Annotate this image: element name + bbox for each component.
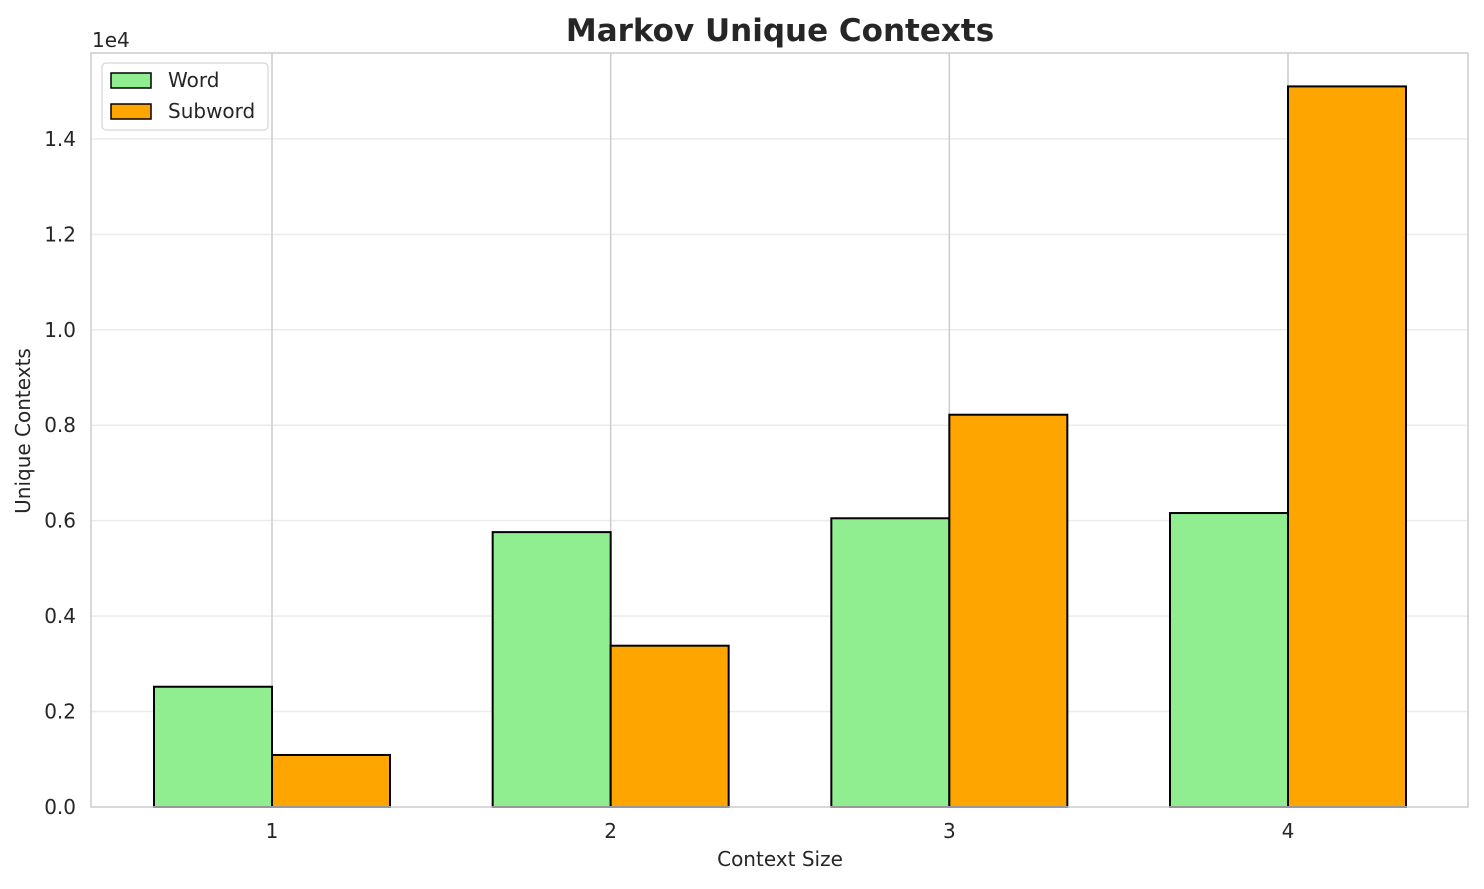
legend-swatch-subword (110, 103, 152, 120)
y-tick-label: 0.0 (44, 795, 76, 819)
bar-word-2 (491, 531, 612, 808)
bar-subword-1 (271, 753, 391, 808)
x-tick-label: 2 (604, 819, 617, 843)
bars-group (153, 85, 1407, 809)
x-axis-label: Context Size (717, 847, 843, 871)
y-tick-label: 0.4 (44, 604, 76, 628)
bar-word-1 (153, 685, 273, 808)
x-tick-label: 3 (943, 819, 956, 843)
chart-title: Markov Unique Contexts (566, 13, 994, 49)
legend-label-word: Word (168, 68, 219, 92)
bar-subword-4 (1287, 85, 1407, 808)
y-tick-label: 0.8 (44, 413, 76, 437)
y-tick-label: 0.6 (44, 509, 76, 533)
legend: Word Subword (101, 62, 269, 131)
bar-subword-2 (609, 644, 730, 809)
legend-label-subword: Subword (168, 99, 255, 123)
y-tick-label: 1.0 (44, 318, 76, 342)
x-tick-label: 1 (266, 819, 279, 843)
bar-subword-3 (948, 413, 1069, 808)
x-tick-label: 4 (1282, 819, 1295, 843)
plot-frame (90, 52, 1469, 808)
y-tick-label: 1.4 (44, 127, 76, 151)
legend-swatch-word (110, 72, 152, 89)
y-tick-label: 0.2 (44, 700, 76, 724)
y-axis-label: Unique Contexts (11, 348, 35, 514)
bar-word-4 (1169, 512, 1289, 809)
tick-labels: 0.0 0.2 0.4 0.6 0.8 1.0 1.2 1.4 1 2 3 4 (44, 127, 1294, 843)
y-tick-label: 1.2 (44, 222, 76, 246)
y-offset-label: 1e4 (92, 28, 130, 52)
bar-word-3 (830, 517, 951, 808)
